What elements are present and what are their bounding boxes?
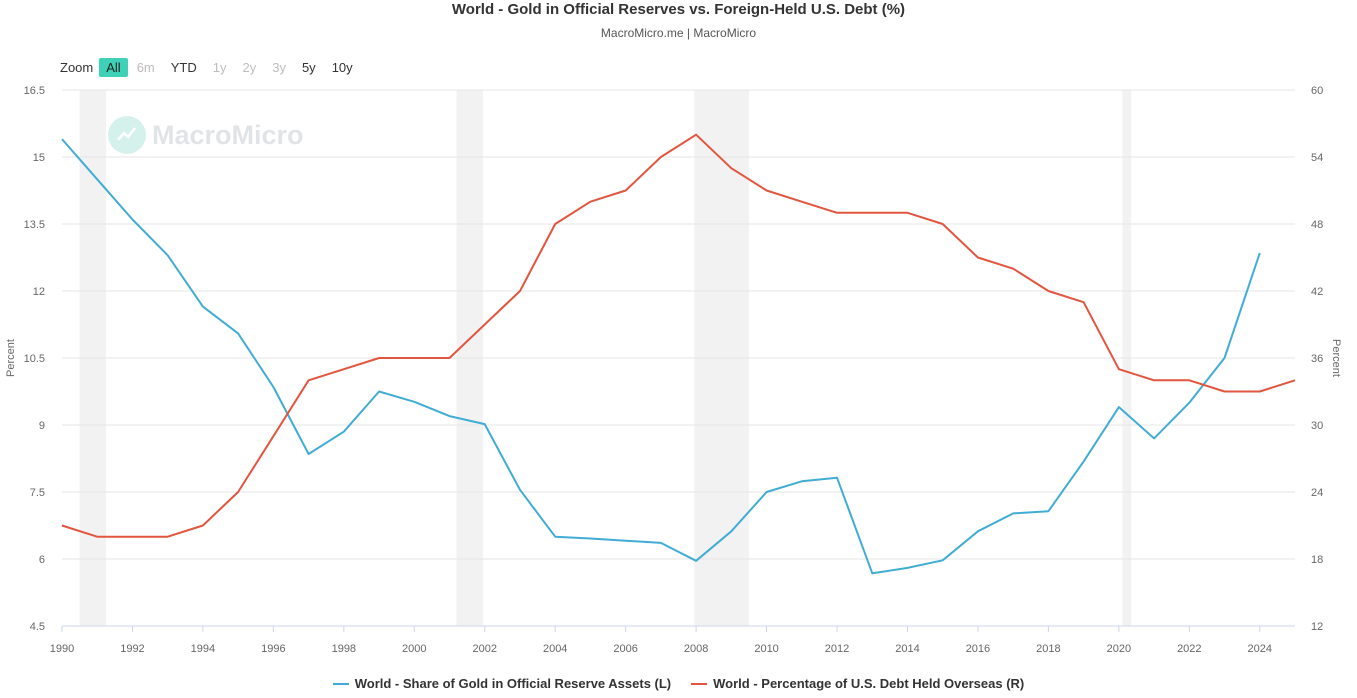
x-tick-label: 2024 <box>1248 643 1272 655</box>
y-left-tick-label: 4.5 <box>30 621 45 633</box>
y-left-tick-label: 16.5 <box>24 85 45 97</box>
y-left-tick-label: 15 <box>33 152 45 164</box>
x-tick-label: 2006 <box>613 643 637 655</box>
legend-swatch-right-icon <box>691 682 708 685</box>
y-right-tick-label: 36 <box>1311 353 1323 365</box>
y-right-tick-label: 48 <box>1311 219 1323 231</box>
y-left-tick-label: 6 <box>39 554 45 566</box>
x-tick-label: 2002 <box>473 643 497 655</box>
legend: World - Share of Gold in Official Reserv… <box>0 676 1357 691</box>
x-tick-label: 1998 <box>332 643 356 655</box>
chart-area: 4.5 6 7.5 9 10.5 12 13.5 15 16.5 12 18 24 30 36 42 48 54… <box>5 85 1342 655</box>
series-line-gold-share <box>61 138 1261 575</box>
legend-swatch-left-icon <box>332 682 349 685</box>
x-tick-label: 2004 <box>543 643 567 655</box>
x-tick-label: 2022 <box>1177 643 1201 655</box>
zoom-all-button[interactable]: All <box>99 57 128 77</box>
x-tick-label: 1994 <box>191 643 215 655</box>
y-left-tick-label: 9 <box>39 420 45 432</box>
y-left-tick-label: 13.5 <box>24 219 45 231</box>
x-tick-label: 1996 <box>261 643 285 655</box>
legend-label-right: World - Percentage of U.S. Debt Held Ove… <box>713 676 1025 691</box>
watermark-logo-icon <box>108 116 146 154</box>
x-tick-label: 2000 <box>402 643 426 655</box>
y-right-tick-label: 42 <box>1311 286 1323 298</box>
y-right-tick-label: 18 <box>1311 554 1323 566</box>
y-left-tick-label: 7.5 <box>30 487 45 499</box>
chart-title: World - Gold in Official Reserves vs. Fo… <box>451 1 906 18</box>
chart-subtitle: MacroMicro.me | MacroMicro <box>600 26 757 40</box>
zoom-ytd-button[interactable]: YTD <box>170 59 197 75</box>
y-right-tick-label: 12 <box>1311 621 1323 633</box>
legend-label-left: World - Share of Gold in Official Reserv… <box>354 676 672 691</box>
zoom-label: Zoom <box>60 59 94 75</box>
watermark: MacroMicro <box>108 116 304 154</box>
zoom-2y-button[interactable]: 2y <box>242 59 257 75</box>
zoom-3y-button[interactable]: 3y <box>272 59 286 75</box>
x-tick-label: 2018 <box>1036 643 1060 655</box>
y-axis-right-title: Percent <box>1330 339 1342 377</box>
y-right-tick-label: 24 <box>1311 487 1323 499</box>
x-tick-label: 2008 <box>684 643 708 655</box>
zoom-10y-button[interactable]: 10y <box>331 59 353 75</box>
y-right-tick-label: 30 <box>1311 420 1323 432</box>
watermark-text: MacroMicro <box>152 119 304 150</box>
zoom-1y-button[interactable]: 1y <box>212 59 227 75</box>
zoom-6m-button[interactable]: 6m <box>136 59 155 75</box>
y-axis-left-title: Percent <box>5 339 17 377</box>
x-tick-label: 2016 <box>966 643 990 655</box>
x-tick-label: 2014 <box>895 643 919 655</box>
zoom-bar: Zoom All 6m YTD 1y 2y 3y 5y 10y <box>60 56 362 78</box>
zoom-5y-button[interactable]: 5y <box>301 59 316 75</box>
y-right-tick-label: 60 <box>1311 85 1323 97</box>
x-tick-label: 2020 <box>1107 643 1131 655</box>
y-right-tick-label: 54 <box>1311 152 1323 164</box>
legend-item-gold-share[interactable]: World - Share of Gold in Official Reserv… <box>332 676 672 691</box>
y-left-tick-label: 12 <box>33 286 45 298</box>
series-line-us-debt <box>61 133 1296 538</box>
grid-lines <box>62 89 1295 627</box>
legend-item-us-debt[interactable]: World - Percentage of U.S. Debt Held Ove… <box>691 676 1024 691</box>
series-lines <box>61 133 1296 575</box>
axes: 4.5 6 7.5 9 10.5 12 13.5 15 16.5 12 18 24 30 36 42 48 54… <box>24 85 1324 655</box>
x-tick-label: 2010 <box>754 643 778 655</box>
x-tick-label: 1990 <box>50 643 74 655</box>
x-tick-label: 2012 <box>825 643 849 655</box>
x-tick-label: 1992 <box>120 643 144 655</box>
y-left-tick-label: 10.5 <box>24 353 45 365</box>
